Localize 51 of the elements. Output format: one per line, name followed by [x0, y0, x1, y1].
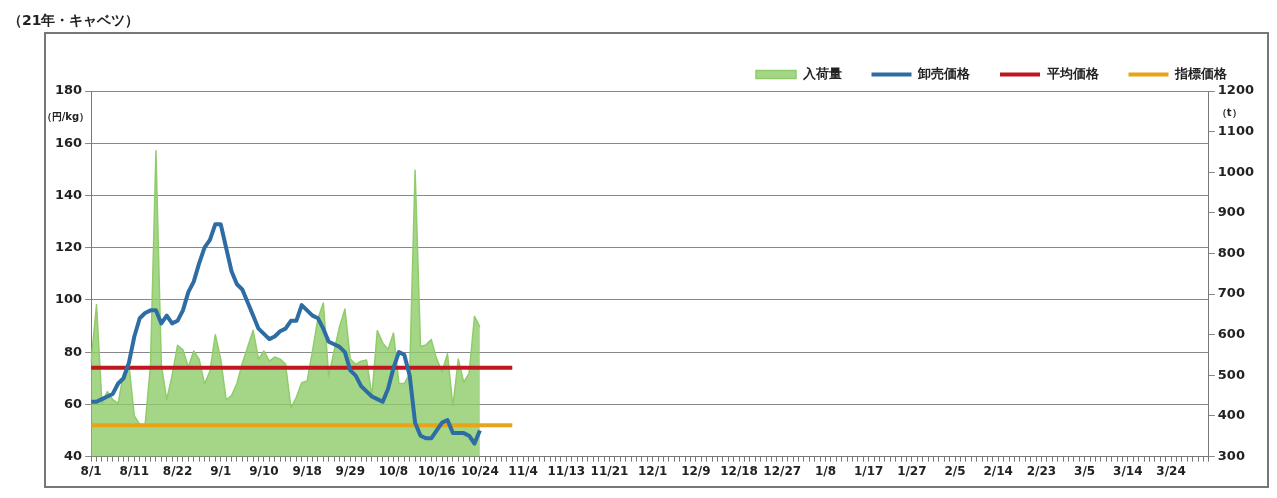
- y-tick-label: 180: [55, 82, 83, 98]
- legend-label: 入荷量: [801, 65, 842, 81]
- x-tick-label: 10/16: [417, 463, 456, 478]
- y-tick-label: 60: [64, 395, 83, 411]
- y-tick-label: 120: [55, 239, 83, 255]
- x-tick-label: 8/11: [119, 463, 150, 478]
- y-tick-label: 160: [55, 134, 83, 150]
- y2-tick-label: 800: [1217, 244, 1245, 260]
- x-tick-label: 3/5: [1074, 463, 1096, 478]
- y2-tick-label: 700: [1217, 285, 1245, 301]
- y2-tick-label: 1100: [1217, 123, 1255, 138]
- x-tick-label: 9/18: [292, 463, 322, 478]
- y2-tick-label: 500: [1217, 366, 1245, 382]
- x-tick-label: 2/5: [944, 463, 966, 478]
- y-tick-label: 40: [64, 447, 83, 463]
- x-tick-label: 11/13: [547, 463, 586, 478]
- x-tick-label: 10/8: [378, 463, 409, 478]
- x-tick-label: 3/24: [1156, 463, 1186, 478]
- x-tick-label: 10/24: [461, 463, 499, 478]
- x-tick-label: 12/1: [637, 463, 668, 478]
- x-tick-label: 8/22: [162, 463, 193, 478]
- legend-label: 卸売価格: [917, 65, 971, 81]
- y2-axis-title: （t）: [1216, 106, 1242, 118]
- chart-title: （21年・キャベツ）: [8, 11, 141, 30]
- x-tick-label: 9/29: [335, 463, 366, 478]
- x-tick-label: 9/10: [249, 463, 279, 478]
- legend-label: 平均価格: [1045, 65, 1100, 81]
- x-tick-label: 12/18: [720, 463, 758, 478]
- x-tick-label: 11/4: [508, 463, 538, 478]
- y2-tick-label: 900: [1217, 204, 1245, 220]
- y-tick-label: 100: [55, 291, 83, 307]
- x-tick-label: 12/27: [763, 463, 802, 478]
- legend-label: 指標価格: [1174, 65, 1228, 81]
- x-tick-label: 3/14: [1113, 463, 1143, 478]
- y2-tick-label: 300: [1217, 447, 1245, 463]
- y2-tick-label: 400: [1217, 407, 1245, 423]
- y-tick-label: 80: [64, 343, 83, 359]
- x-tick-label: 8/1: [80, 463, 102, 478]
- y2-tick-label: 1000: [1217, 163, 1255, 179]
- x-tick-label: 11/21: [590, 463, 629, 478]
- y-tick-label: 140: [55, 186, 83, 202]
- y2-tick-label: 1200: [1217, 82, 1255, 98]
- x-tick-label: 2/14: [983, 463, 1013, 478]
- x-tick-label: 1/8: [814, 463, 837, 478]
- x-tick-label: 9/1: [210, 463, 232, 478]
- x-tick-label: 1/27: [897, 463, 927, 478]
- x-tick-label: 1/17: [853, 463, 884, 478]
- x-tick-label: 12/9: [681, 463, 711, 478]
- y-axis-title: （円/kg）: [41, 110, 90, 122]
- y2-tick-label: 600: [1217, 326, 1245, 342]
- x-tick-label: 2/23: [1026, 463, 1057, 478]
